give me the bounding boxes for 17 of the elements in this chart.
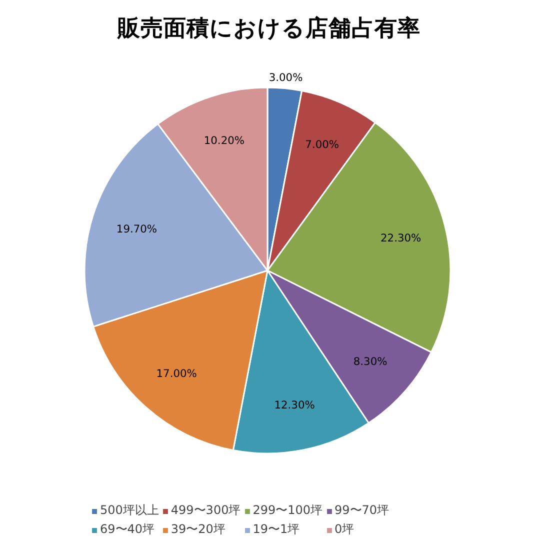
legend-label: 99〜70坪: [334, 502, 390, 519]
data-label: 10.20%: [204, 134, 245, 147]
legend-label: 500坪以上: [100, 502, 159, 519]
legend-label: 19〜1坪: [252, 521, 300, 538]
legend-label: 69〜40坪: [100, 521, 155, 538]
legend-label: 499〜300坪: [170, 502, 241, 519]
legend-label: 39〜20坪: [170, 521, 226, 538]
data-label: 7.00%: [305, 138, 340, 152]
data-label: 12.30%: [274, 398, 315, 412]
data-label: 3.00%: [268, 70, 303, 84]
chart-title: 販売面積における店舗占有率: [116, 14, 420, 42]
data-label: 17.00%: [156, 366, 197, 380]
legend-label: 0坪: [334, 521, 355, 538]
data-label: 8.30%: [353, 354, 388, 368]
data-label: 19.70%: [116, 222, 158, 236]
legend-label: 299〜100坪: [252, 502, 323, 519]
data-label: 22.30%: [380, 231, 422, 244]
